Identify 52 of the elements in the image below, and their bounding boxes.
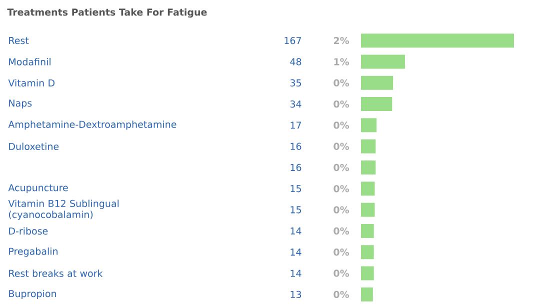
data-label: 15 <box>290 185 301 192</box>
bar <box>361 97 392 112</box>
text: 0% <box>334 185 350 192</box>
text: 2% <box>334 36 350 44</box>
bar <box>361 245 374 260</box>
data-label: 15 <box>290 206 301 214</box>
text: 0% <box>334 206 350 214</box>
text: 0% <box>334 79 350 86</box>
data-label: 14 <box>290 270 302 277</box>
data-label: 35 <box>290 79 301 86</box>
y-tick-label: Pregabalin <box>9 248 58 257</box>
data-label: 17 <box>290 122 301 129</box>
y-tick-label: Amphetamine-Dextroamphetamine <box>8 120 176 130</box>
text: 1% <box>334 58 350 66</box>
text: 0% <box>334 290 350 298</box>
y-tick-label: Modafinil <box>9 58 50 66</box>
data-label: 14 <box>290 228 302 234</box>
y-tick-label: Vitamin B12 Sublingual (cyanocobalamin) <box>8 200 119 220</box>
bar <box>361 182 375 196</box>
y-tick-label: Duloxetine <box>9 142 59 150</box>
data-label: 167 <box>284 36 301 44</box>
text: 0% <box>334 270 350 277</box>
bar <box>361 266 374 280</box>
text: 0% <box>334 142 350 150</box>
data-label: 16 <box>290 142 302 150</box>
data-label: 16 <box>290 164 302 172</box>
bar <box>361 118 377 132</box>
data-label: 13 <box>290 290 302 298</box>
data-label: 14 <box>290 248 302 256</box>
bar <box>361 76 394 90</box>
bar <box>361 54 405 69</box>
data-label: 34 <box>290 100 302 108</box>
bar <box>361 287 373 302</box>
bar <box>361 224 374 238</box>
text: 0% <box>334 164 350 172</box>
text: 0% <box>334 122 350 129</box>
bar <box>361 160 376 175</box>
y-tick-label: Bupropion <box>9 290 56 300</box>
y-tick-label: Acupuncture <box>8 184 68 194</box>
data-label: 48 <box>290 58 302 66</box>
y-tick-label: Naps <box>9 100 32 108</box>
text: 0% <box>334 248 350 256</box>
bar <box>361 202 375 217</box>
y-tick-label: Rest breaks at work <box>9 270 103 277</box>
y-tick-label: Rest <box>9 37 29 44</box>
text: 0% <box>334 227 350 235</box>
bar <box>361 34 514 48</box>
y-tick-label: D-ribose <box>9 227 48 235</box>
bar <box>361 139 376 154</box>
y-tick-label: Vitamin D <box>8 79 55 87</box>
text: 0% <box>334 100 350 108</box>
text: Treatments Patients Take For Fatigue <box>7 8 207 18</box>
